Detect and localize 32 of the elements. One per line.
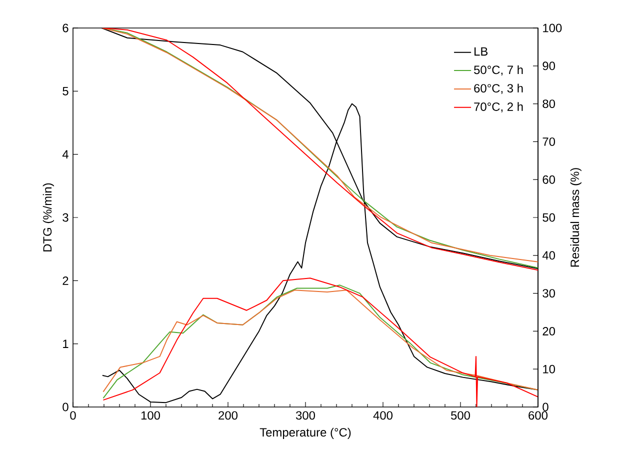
x-tick-label: 600	[528, 411, 548, 420]
y2-tick-label: 100	[543, 24, 562, 32]
y2-tick-label: 40	[542, 251, 556, 260]
x-tick-label: 100	[141, 411, 160, 420]
legend-label: 50°C, 7 h	[474, 65, 523, 76]
y2-tick-label: 10	[543, 364, 556, 374]
y-tick-label: 1	[63, 340, 68, 348]
y-tick-label: 0	[62, 402, 68, 412]
y-tick-label: 6	[62, 24, 68, 32]
x-tick-label: 0	[70, 411, 76, 420]
legend-label: 70°C, 2 h	[474, 102, 523, 112]
y-axis-title: DTG (%/min)	[42, 183, 54, 252]
y-tick-label: 4	[62, 150, 68, 158]
y2-tick-label: 50	[542, 213, 556, 222]
y-tick-label: 5	[62, 87, 68, 96]
y2-axis-title: Residual mass (%)	[570, 168, 582, 267]
x-tick-label: 300	[296, 411, 316, 420]
y2-tick-label: 0	[542, 402, 548, 412]
x-tick-label: 200	[218, 411, 238, 420]
y2-tick-label: 60	[542, 175, 556, 184]
y-tick-label: 2	[62, 276, 68, 285]
x-tick-label: 500	[451, 411, 470, 420]
y2-tick-label: 20	[542, 326, 556, 336]
y-tick-label: 3	[62, 213, 68, 222]
legend-label: LB	[474, 47, 488, 56]
x-tick-label: 400	[373, 411, 393, 420]
x-axis-title: Temperature (°C)	[260, 428, 351, 439]
y2-tick-label: 80	[542, 100, 556, 108]
y2-tick-label: 70	[542, 137, 556, 146]
y2-tick-label: 30	[542, 289, 556, 298]
legend-label: 60°C, 3 h	[474, 84, 523, 94]
y2-tick-label: 90	[542, 62, 556, 70]
